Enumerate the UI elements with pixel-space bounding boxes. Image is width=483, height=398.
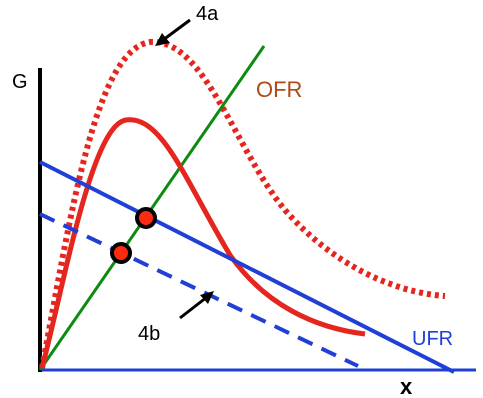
label-4a: 4a (196, 3, 219, 25)
intersection-marker-upper (135, 207, 157, 229)
curve-4a-dotted (39, 38, 446, 369)
curve-red-solid (39, 117, 366, 369)
label-ofr: OFR (256, 77, 302, 102)
axis-label-g: G (12, 71, 28, 93)
ufr-line (39, 160, 455, 374)
arrow-4b (179, 291, 214, 320)
label-ufr: UFR (412, 328, 453, 350)
line-4b-dashed (39, 212, 359, 368)
arrow-4a (155, 18, 191, 46)
label-4b: 4b (138, 323, 160, 345)
axis-label-x: x (400, 374, 413, 398)
ofr-line (38, 45, 266, 371)
intersection-marker-lower (110, 242, 132, 264)
